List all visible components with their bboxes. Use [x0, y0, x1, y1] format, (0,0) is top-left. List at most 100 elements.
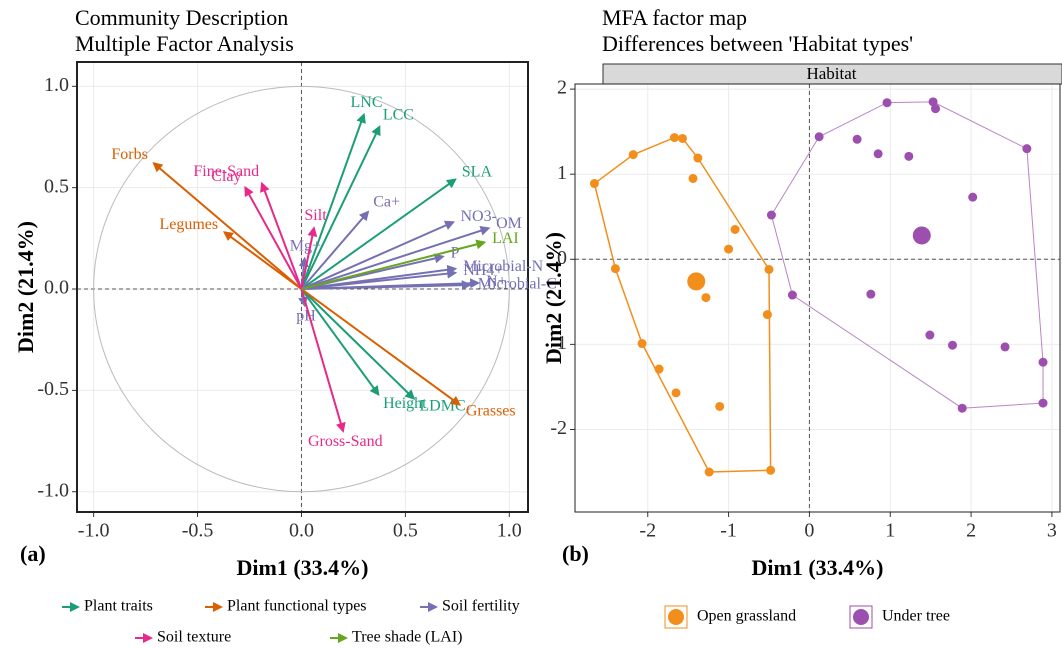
point [1038, 357, 1048, 367]
chart-title: Multiple Factor Analysis [75, 31, 294, 56]
point [724, 244, 734, 254]
x-tick-label: -0.5 [182, 520, 214, 542]
vector-label: N+ [486, 273, 507, 290]
point [704, 467, 714, 477]
x-tick-label: 3 [1047, 520, 1057, 542]
vector-label: Gross-Sand [308, 433, 383, 450]
point [688, 173, 698, 183]
vector-label: Grasses [466, 402, 516, 419]
x-tick-label: 1 [885, 520, 895, 542]
legend-label: Under tree [882, 608, 950, 625]
x-tick-label: -1.0 [78, 520, 110, 542]
point [947, 340, 957, 350]
strip-label: Habitat [806, 64, 856, 83]
point [925, 330, 935, 340]
vector [300, 210, 370, 290]
point [814, 132, 824, 142]
legend-label: Plant traits [84, 598, 153, 615]
point [701, 293, 711, 303]
vector [300, 178, 457, 290]
vector [222, 231, 303, 290]
point [866, 289, 876, 299]
point [730, 225, 740, 235]
point [904, 151, 914, 161]
point [764, 264, 774, 274]
unit-circle [93, 85, 510, 493]
vector [301, 280, 472, 291]
plot-frame [574, 83, 1061, 513]
y-tick-label: 1.0 [44, 74, 69, 96]
y-tick-label: 2 [557, 77, 567, 99]
vector [300, 288, 462, 406]
point [654, 364, 664, 374]
x-axis-label: Dim1 (33.4%) [752, 555, 884, 580]
point [671, 388, 681, 398]
point [637, 339, 647, 349]
legend-label: Tree shade (LAI) [352, 629, 462, 646]
point [766, 210, 776, 220]
vector [260, 181, 303, 290]
point [931, 104, 941, 114]
vector [300, 288, 346, 433]
vector [301, 220, 456, 290]
point [1000, 342, 1010, 352]
vector-label: LDMC [419, 398, 465, 415]
vector [300, 226, 318, 290]
legend-key [853, 609, 869, 625]
x-tick-label: 0.5 [393, 520, 418, 542]
x-tick-label: 1.0 [497, 520, 522, 542]
point [1022, 144, 1032, 154]
point [610, 264, 620, 274]
point [766, 465, 776, 475]
centroid [687, 272, 706, 291]
chart-title: Community Description [75, 5, 288, 30]
vector-label: Forbs [111, 146, 147, 163]
point [715, 401, 725, 411]
point [882, 98, 892, 108]
point [957, 403, 967, 413]
y-tick-label: -0.5 [37, 378, 69, 400]
y-axis-label: Dim2 (21.4%) [13, 221, 38, 353]
vector-label: NH4+ [463, 262, 503, 279]
vector-label: Microbial-N [463, 258, 543, 275]
vector-label: NO3- [460, 208, 496, 225]
vector-label: SLA [462, 163, 493, 180]
chart-title: Differences between 'Habitat types' [602, 31, 913, 56]
point [873, 149, 883, 159]
y-tick-label: 0.5 [44, 175, 69, 197]
vector-label: LAI [492, 230, 519, 247]
point [928, 97, 938, 107]
x-tick-label: 2 [966, 520, 976, 542]
vector [300, 288, 380, 397]
plot-frame [76, 61, 529, 513]
x-axis-label: Dim1 (33.4%) [237, 555, 369, 580]
hull [770, 101, 1044, 409]
y-axis-label: Dim2 (21.4%) [541, 232, 566, 364]
point [678, 133, 688, 143]
legend-label: Soil fertility [442, 598, 520, 615]
y-tick-label: 1 [557, 162, 567, 184]
vector-label: Silt [304, 207, 327, 224]
vector [301, 239, 487, 290]
point [762, 310, 772, 320]
y-tick-label: -1 [550, 332, 567, 354]
panel-label: (a) [20, 541, 46, 566]
point [669, 133, 679, 143]
vector-label: pH [296, 308, 316, 325]
vector [301, 268, 458, 291]
vector [152, 162, 303, 290]
hull [593, 136, 772, 473]
x-tick-label: 0.0 [289, 520, 314, 542]
point [693, 153, 703, 163]
vector-label: Microbial-C [478, 275, 557, 292]
vector-label: OM [496, 215, 522, 232]
y-tick-label: -1.0 [37, 479, 69, 501]
legend-label: Open grassland [697, 608, 796, 625]
vector-label: LNC [351, 94, 383, 111]
chart-title: MFA factor map [602, 5, 747, 30]
vector-label: Ca+ [373, 194, 400, 211]
panel-label: (b) [562, 541, 589, 566]
centroid [912, 226, 931, 245]
vector-label: Mg+ [290, 237, 321, 254]
